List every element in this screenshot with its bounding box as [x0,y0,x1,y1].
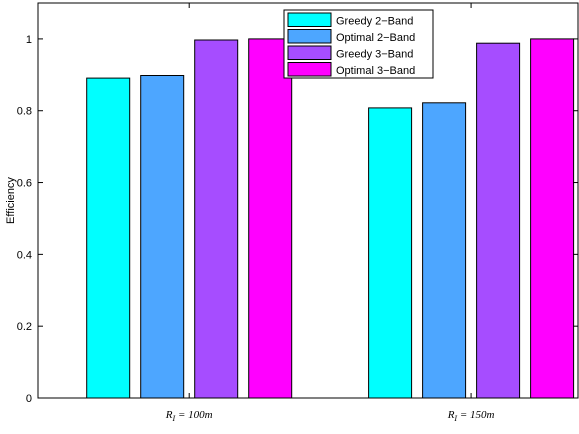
legend-label: Optimal 2−Band [336,32,415,44]
bar-1-series-1 [86,77,131,399]
bar-1-series-3 [194,39,239,399]
y-axis-label: Efficiency [5,177,17,224]
y-tick-label: 0.8 [17,106,32,118]
y-tick-label: 0.4 [17,249,32,261]
bar-2-series-3 [476,42,521,399]
bar-2-series-4 [530,38,575,399]
legend-label: Optimal 3−Band [336,65,415,77]
axis-ticks: 0 0.2 0.4 0.6 0.8 1 RI = 100m RI = 150m [17,3,578,423]
plot-area [37,2,579,399]
bar-2-series-1 [368,107,413,399]
bars-layer [86,38,575,399]
bar-2-series-2 [422,102,467,399]
y-tick-label: 0.2 [17,321,32,333]
legend-swatch [287,45,332,60]
bar-1-series-4 [248,38,293,399]
legend: Greedy 2−Band Optimal 2−Band Greedy 3−Band… [283,9,434,79]
x-tick-label: RI = 150m [447,409,495,423]
y-tick-label: 0 [26,393,32,405]
y-tick-label: 0.6 [17,178,32,190]
x-tick-label: RI = 100m [165,409,213,423]
legend-swatch [287,62,332,77]
legend-label: Greedy 2−Band [336,16,413,28]
legend-label: Greedy 3−Band [336,49,413,61]
y-tick-label: 1 [26,34,32,46]
bar-1-series-2 [140,75,185,399]
legend-swatch [287,29,332,44]
legend-swatch [287,12,332,27]
